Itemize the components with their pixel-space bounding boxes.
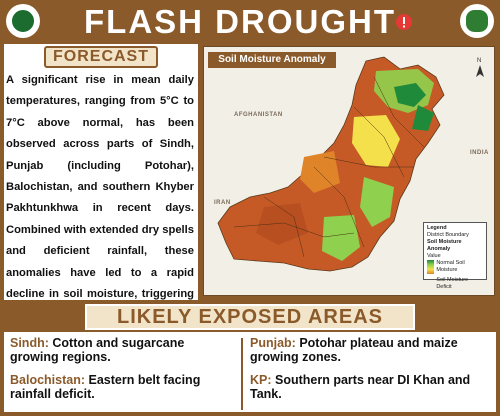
label-afghanistan: AFGHANISTAN xyxy=(234,112,283,118)
legend-layer: Soil Moisture Anomaly xyxy=(427,239,462,252)
legend-value: Value xyxy=(427,253,441,259)
forecast-heading: FORECAST xyxy=(44,46,158,68)
legend-boundary: District Boundary xyxy=(427,232,469,238)
card-divider xyxy=(241,338,243,410)
exposed-item-punjab: Punjab: Potohar plateau and maize growin… xyxy=(250,336,458,364)
exposed-item-balochistan: Balochistan: Eastern belt facing rainfal… xyxy=(10,373,201,401)
north-arrow-icon: N xyxy=(476,58,484,77)
exposed-item-kp: KP: Southern parts near DI Khan and Tank… xyxy=(250,373,471,401)
ministry-logo xyxy=(6,4,40,38)
exposed-heading: LIKELY EXPOSED AREAS xyxy=(85,304,415,330)
map-legend: Legend District Boundary Soil Moisture A… xyxy=(423,222,487,290)
label-india: INDIA xyxy=(470,150,489,156)
exposed-areas-panel xyxy=(4,332,496,412)
map-title: Soil Moisture Anomaly xyxy=(208,52,336,68)
legend-low: Soil Moisture Deficit xyxy=(436,277,469,290)
exposed-item-sindh: Sindh: Cotton and sugarcane growing regi… xyxy=(10,336,185,364)
header-bar: FLASH DROUGHT xyxy=(0,0,500,44)
svg-text:N: N xyxy=(477,58,481,64)
legend-heading: Legend xyxy=(427,225,447,231)
legend-gradient xyxy=(427,260,435,274)
forecast-panel xyxy=(4,44,198,300)
page-title: FLASH DROUGHT xyxy=(84,3,396,40)
legend-high: Normal Soil Moisture xyxy=(436,260,465,273)
alert-icon xyxy=(396,14,412,30)
label-iran: IRAN xyxy=(214,200,231,206)
government-emblem xyxy=(460,4,494,38)
